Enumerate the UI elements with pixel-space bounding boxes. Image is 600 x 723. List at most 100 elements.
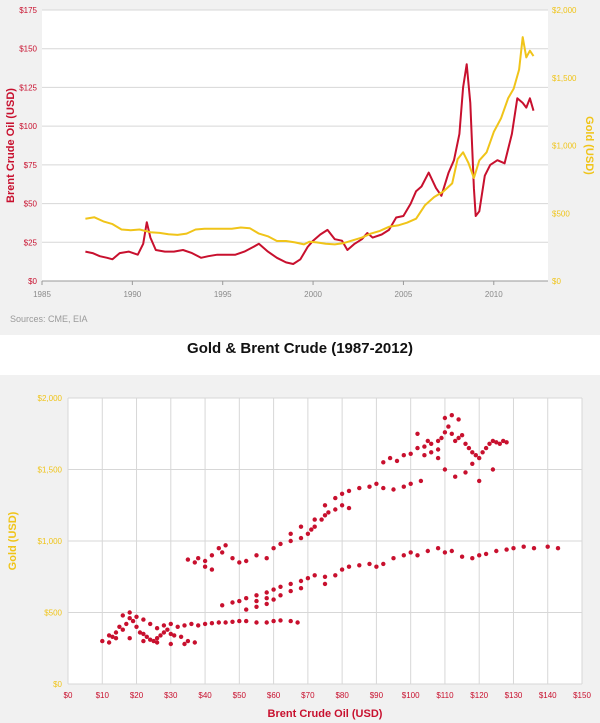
x-tick-label: $30 [164, 691, 178, 700]
x-tick-label: $120 [470, 691, 488, 700]
scatter-point [168, 621, 173, 627]
scatter-point [230, 556, 235, 561]
scatter-point [148, 621, 153, 627]
scatter-point [209, 553, 215, 558]
scatter-point [309, 527, 314, 532]
scatter-point [346, 564, 352, 569]
scatter-point [504, 440, 509, 445]
scatter-point [271, 587, 276, 592]
x-tick-label: $70 [301, 691, 315, 700]
y-tick-label: $100 [19, 122, 37, 131]
scatter-point [244, 558, 249, 564]
scatter-point [264, 596, 269, 601]
scatter-point [415, 553, 420, 558]
scatter-point [298, 524, 304, 529]
scatter-point [178, 634, 184, 639]
scatter-point [456, 435, 461, 441]
y-tick-label: $50 [24, 200, 38, 209]
scatter-point [127, 610, 132, 615]
scatter-point [322, 574, 328, 579]
scatter-point [288, 618, 293, 624]
brent-gold-timeseries-chart: $0 $25 $50 $75 $100 $125 $150 $175 $0 $500 $1,000 $… [5, 6, 595, 299]
scatter-point [223, 620, 228, 625]
scatter-point [439, 435, 444, 441]
scatter-point [425, 548, 430, 554]
x-tick-label: $10 [96, 691, 110, 700]
scatter-point [326, 510, 331, 515]
scatter-point [521, 544, 526, 549]
x-tick-label: $110 [436, 691, 454, 700]
scatter-point [425, 438, 430, 444]
scatter-point [271, 618, 276, 624]
scatter-point [501, 438, 506, 444]
scatter-point [477, 455, 482, 461]
scatter-point [381, 561, 386, 567]
scatter-point [442, 415, 448, 421]
scatter-point [298, 578, 304, 584]
scatter-point [442, 467, 448, 472]
scatter-point [459, 554, 465, 559]
scatter-point [374, 481, 379, 486]
scatter-point [339, 567, 345, 572]
scatter-point [305, 576, 311, 581]
scatter-point [175, 624, 180, 629]
scatter-point [463, 441, 468, 446]
scatter-point [446, 424, 451, 429]
scatter-point [278, 584, 283, 589]
x-tick-label: $20 [130, 691, 144, 700]
scatter-point [209, 567, 215, 572]
scatter-point [154, 626, 160, 631]
y2-tick-label: $500 [552, 209, 570, 218]
x-tick-label: 1990 [123, 290, 141, 299]
scatter-point [254, 620, 259, 625]
source-note: Sources: CME, EIA [10, 314, 88, 324]
scatter-point [490, 438, 496, 444]
plot-area [42, 10, 548, 281]
scatter-point [141, 617, 146, 622]
figure-caption: Gold & Brent Crude (1987-2012) [187, 340, 413, 357]
scatter-point [435, 438, 441, 444]
x-tick-label: $80 [335, 691, 349, 700]
scatter-point [494, 548, 499, 554]
scatter-point [298, 586, 304, 591]
y-tick-label: $0 [28, 277, 37, 286]
gold-vs-brent-scatter-chart: $0 $10 $20 $30 $40 $50 $60 $70 $80 $90 $100 $110 $12… [7, 394, 591, 720]
scatter-point [470, 461, 475, 466]
scatter-point [137, 630, 143, 635]
scatter-point [401, 553, 406, 558]
scatter-point [244, 596, 249, 601]
scatter-point [288, 588, 293, 594]
scatter-point [483, 445, 489, 451]
scatter-point [442, 430, 448, 435]
scatter-point [367, 561, 372, 567]
scatter-point [497, 441, 502, 446]
scatter-point [196, 556, 201, 561]
scatter-point [144, 634, 149, 639]
scatter-point [387, 455, 393, 461]
scatter-point [141, 631, 146, 637]
scatter-point [401, 453, 406, 458]
scatter-point [182, 623, 187, 628]
scatter-point [202, 564, 208, 569]
scatter-point [312, 517, 317, 522]
scatter-point [511, 546, 516, 551]
scatter-point [192, 640, 197, 645]
scatter-point [196, 623, 201, 628]
scatter-point [154, 636, 160, 641]
y-tick-label: $150 [19, 45, 37, 54]
scatter-point [333, 495, 338, 501]
scatter-point [278, 541, 283, 547]
scatter-point [254, 593, 259, 598]
scatter-point [483, 551, 489, 557]
scatter-point [216, 546, 221, 551]
scatter-point [490, 467, 496, 472]
scatter-point [477, 553, 482, 558]
scatter-point [555, 546, 561, 551]
scatter-point [192, 560, 197, 565]
scatter-point [477, 478, 482, 484]
scatter-point [189, 621, 194, 627]
scatter-point [264, 620, 269, 625]
y2-tick-label: $1,000 [552, 142, 577, 151]
scatter-point [449, 431, 454, 436]
x-tick-label: 2005 [395, 290, 413, 299]
